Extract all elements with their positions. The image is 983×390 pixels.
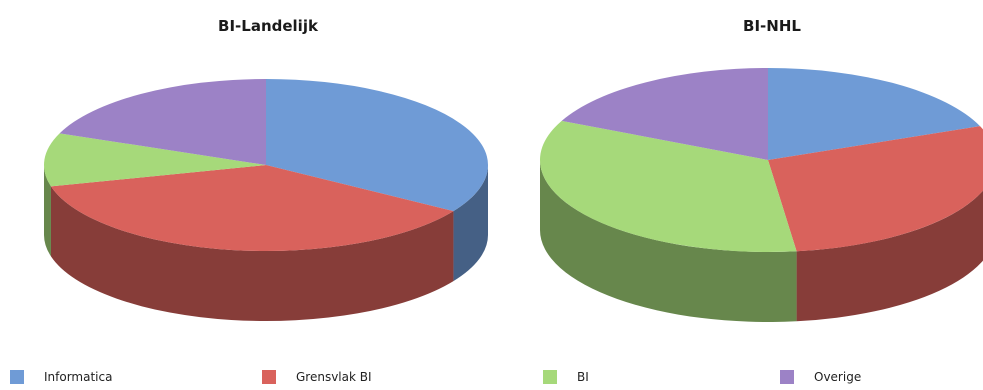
pie-slice-grensvlak-bi [768, 126, 983, 252]
pie-slice-informatica [266, 79, 488, 212]
pie-side-bi [540, 160, 797, 322]
pie-slice-grensvlak-bi [50, 165, 454, 251]
pie-side-informatica [453, 165, 488, 282]
legend-label: Informatica [44, 370, 113, 384]
legend-item-overige: Overige [780, 370, 861, 384]
legend-swatch-overige [780, 370, 794, 384]
legend-swatch-grensvlak-bi [262, 370, 276, 384]
pie-side-grensvlak-bi [50, 186, 454, 321]
pie-chart-bi-landelijk [44, 79, 488, 321]
legend-label: BI [577, 370, 589, 384]
pie-charts [44, 68, 983, 322]
legend-label: Overige [814, 370, 862, 384]
pie-side-grensvlak-bi [796, 190, 983, 322]
legend-swatch-bi [543, 370, 557, 384]
pie-side-bi [44, 165, 51, 257]
pie-slice-bi [539, 120, 797, 253]
pie-slice-overige [59, 79, 267, 165]
pie-slice-bi [44, 133, 267, 187]
legend-label: Grensvlak BI [296, 370, 372, 384]
legend: Informatica Grensvlak BI BI Overige [0, 370, 983, 390]
chart-title-bi-nhl: BI-NHL [743, 17, 801, 35]
legend-swatch-informatica [10, 370, 24, 384]
pie-slice-informatica [768, 68, 980, 160]
legend-item-bi: BI [543, 370, 589, 384]
pie-slice-overige [561, 68, 768, 160]
pie-chart-bi-nhl [539, 68, 983, 322]
legend-item-grensvlak-bi: Grensvlak BI [262, 370, 372, 384]
chart-title-bi-landelijk: BI-Landelijk [218, 17, 318, 35]
legend-item-informatica: Informatica [10, 370, 112, 384]
